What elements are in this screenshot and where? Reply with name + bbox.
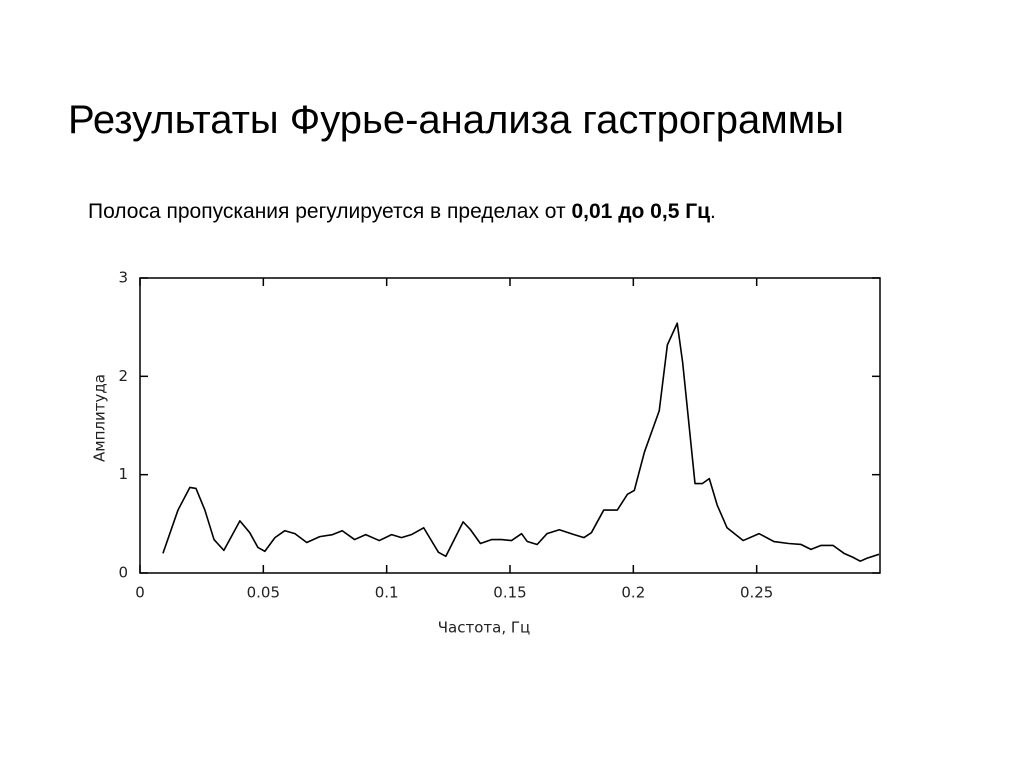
plot-frame [139, 277, 881, 574]
slide-subtitle: Полоса пропускания регулируется в предел… [88, 200, 716, 224]
slide-title: Результаты Фурье-анализа гастрограммы [68, 98, 844, 142]
y-tick-label: 2 [118, 367, 128, 385]
y-tick-label: 3 [118, 269, 128, 287]
x-tick-label: 0.05 [247, 584, 280, 602]
y-tick-label: 0 [118, 564, 128, 582]
subtitle-bold: 0,01 до 0,5 Гц [571, 200, 711, 223]
data-line [162, 322, 880, 562]
x-tick-label: 0 [135, 584, 145, 602]
x-axis-label: Частота, Гц [438, 619, 530, 637]
y-tick-label: 1 [118, 465, 128, 483]
y-axis-label: Амплитуда [91, 374, 109, 462]
subtitle-text: Полоса пропускания регулируется в предел… [88, 200, 572, 223]
x-tick-label: 0.15 [493, 584, 526, 602]
x-tick-label: 0.2 [621, 584, 645, 602]
x-tick-label: 0.1 [375, 584, 399, 602]
subtitle-end: . [710, 200, 716, 223]
x-tick-label: 0.25 [740, 584, 773, 602]
